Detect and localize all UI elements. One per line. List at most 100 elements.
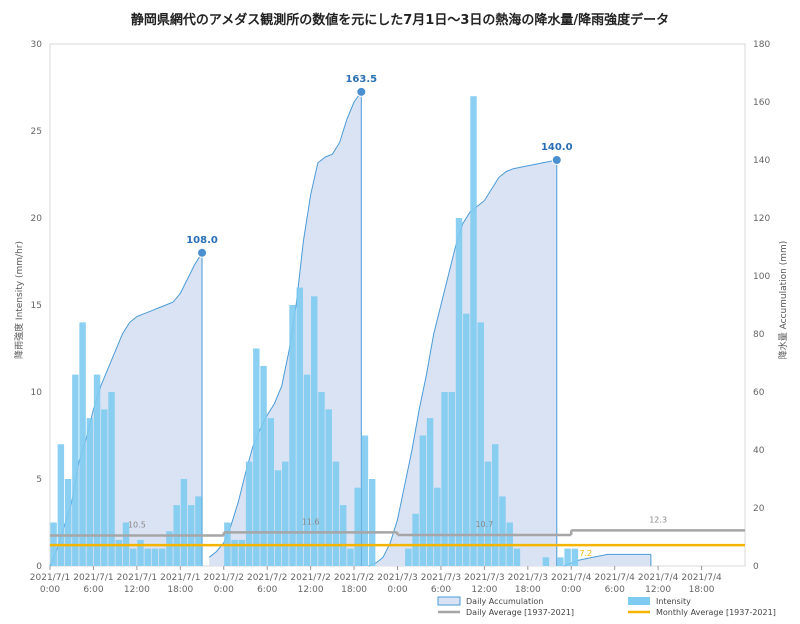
y-right-tick-label: 160 — [753, 98, 770, 108]
intensity-bar — [426, 418, 434, 566]
x-tick-time: 18:00 — [341, 585, 367, 595]
daily-average-label: 10.7 — [475, 520, 493, 529]
y-left-tick-label: 5 — [36, 475, 42, 485]
x-tick-time: 0:00 — [214, 585, 234, 595]
intensity-bar — [492, 444, 499, 566]
y-left-tick-label: 25 — [31, 127, 42, 137]
x-tick-date: 2021/7/2 — [290, 573, 330, 583]
intensity-bar — [267, 418, 275, 566]
x-tick-time: 12:00 — [645, 585, 671, 595]
intensity-bar — [448, 392, 456, 566]
peak-marker — [551, 155, 562, 165]
intensity-bar — [499, 496, 506, 566]
intensity-bar — [571, 548, 579, 566]
intensity-bar — [57, 444, 65, 566]
daily-average-label: 11.6 — [302, 517, 320, 526]
x-tick-time: 18:00 — [167, 585, 193, 595]
x-tick-time: 18:00 — [689, 585, 715, 595]
intensity-bar — [484, 461, 492, 566]
legend: Daily Accumulation Intensity Daily Avera… — [437, 596, 776, 617]
y-right-tick-label: 60 — [753, 388, 765, 398]
intensity-bar — [368, 479, 376, 566]
intensity-bar — [144, 548, 151, 566]
intensity-bar — [245, 461, 253, 566]
x-tick-date: 2021/7/3 — [508, 573, 548, 583]
intensity-bar — [86, 418, 94, 566]
intensity-bar — [325, 409, 332, 566]
x-tick-date: 2021/7/3 — [377, 573, 417, 583]
legend-label-daily-accumulation: Daily Accumulation — [466, 597, 543, 606]
intensity-bar — [231, 539, 238, 566]
y-left-tick-label: 20 — [31, 214, 43, 224]
x-tick-date: 2021/7/3 — [421, 573, 461, 583]
intensity-bar — [282, 461, 289, 566]
y-axis-right-title: 降水量 Accumulation (mm) — [777, 241, 789, 360]
y-left-tick-label: 30 — [31, 40, 43, 50]
intensity-bar — [405, 548, 412, 566]
y-right-tick-label: 0 — [753, 562, 759, 572]
y-right-tick-label: 120 — [753, 214, 770, 224]
accumulation-line-day-2 — [208, 91, 362, 558]
accumulation-line-day-4 — [563, 553, 651, 567]
x-tick-date: 2021/7/2 — [247, 573, 287, 583]
intensity-bar — [274, 470, 282, 566]
x-tick-date: 2021/7/1 — [117, 573, 157, 583]
intensity-bar — [318, 392, 325, 566]
intensity-bar — [339, 505, 347, 566]
intensity-bar — [470, 96, 477, 566]
intensity-bar — [289, 305, 296, 566]
intensity-bar — [347, 548, 354, 566]
x-tick-date: 2021/7/2 — [334, 573, 374, 583]
y-right-tick-label: 20 — [753, 504, 765, 514]
intensity-bar — [513, 548, 521, 566]
y-left-tick-label: 0 — [36, 562, 42, 572]
intensity-bar — [195, 496, 202, 566]
intensity-bar — [477, 322, 484, 566]
intensity-bar — [361, 435, 369, 566]
intensity-bar — [564, 548, 571, 566]
x-tick-time: 12:00 — [471, 585, 497, 595]
peak-label: 108.0 — [186, 235, 218, 246]
x-tick-date: 2021/7/3 — [464, 573, 504, 583]
y-left-tick-label: 15 — [31, 301, 42, 311]
intensity-bar — [455, 218, 463, 566]
intensity-bar — [180, 479, 188, 566]
intensity-bar — [419, 435, 427, 566]
y-left-tick-label: 10 — [31, 388, 43, 398]
peak-label: 163.5 — [345, 74, 377, 85]
accumulation-line-day-3 — [368, 159, 557, 567]
accumulation-area-day-3 — [368, 160, 557, 566]
x-tick-time: 6:00 — [83, 585, 103, 595]
intensity-bar — [311, 296, 318, 566]
intensity-bar — [441, 392, 448, 566]
peak-markers: 108.0 163.5 140.0 — [186, 74, 573, 258]
intensity-bar — [108, 392, 115, 566]
x-tick-time: 6:00 — [257, 585, 277, 595]
legend-swatch-daily-accumulation — [437, 596, 461, 606]
intensity-bar — [260, 365, 267, 566]
intensity-bar — [166, 531, 173, 566]
intensity-bar — [253, 348, 260, 566]
peak-marker — [356, 86, 367, 97]
intensity-bar — [130, 548, 137, 566]
legend-label-monthly-average: Monthly Average [1937-2021] — [656, 608, 776, 617]
x-tick-time: 18:00 — [515, 585, 541, 595]
x-tick-time: 6:00 — [605, 585, 625, 595]
legend-label-daily-average: Daily Average [1937-2021] — [466, 608, 574, 617]
x-tick-date: 2021/7/4 — [681, 573, 722, 583]
intensity-bar — [93, 374, 101, 566]
accumulation-area-day-4 — [564, 554, 651, 566]
x-tick-time: 6:00 — [431, 585, 451, 595]
intensity-bar — [542, 557, 550, 566]
legend-label-intensity: Intensity — [656, 597, 691, 606]
peak-marker — [197, 247, 208, 258]
y-right-tick-label: 80 — [753, 330, 765, 340]
y-axis-left-title: 降雨強度 Intensity (mm/hr) — [13, 241, 25, 359]
intensity-bar — [434, 487, 441, 566]
intensity-bar — [296, 287, 303, 566]
intensity-bar — [151, 548, 159, 566]
x-tick-date: 2021/7/4 — [551, 573, 592, 583]
intensity-bar — [303, 374, 311, 566]
intensity-bar — [72, 374, 79, 566]
